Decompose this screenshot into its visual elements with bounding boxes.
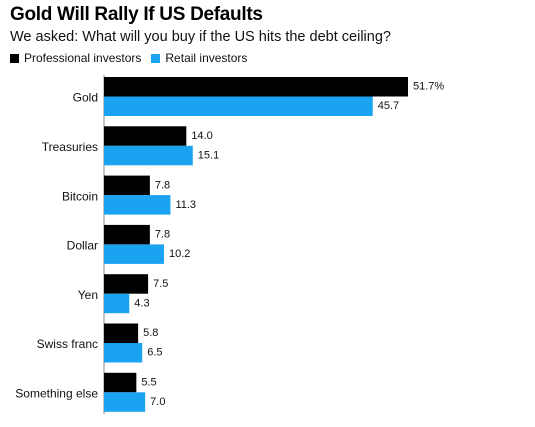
value-label-professional-treasuries: 14.0 xyxy=(191,130,212,142)
value-label-professional-dollar: 7.8 xyxy=(155,229,170,241)
bar-professional-something-else xyxy=(104,372,137,393)
legend-label-retail: Retail investors xyxy=(165,51,248,65)
category-label-dollar: Dollar xyxy=(67,239,98,253)
value-label-retail-gold: 45.7 xyxy=(378,100,399,112)
value-label-retail-swiss-franc: 6.5 xyxy=(147,347,162,359)
category-label-treasuries: Treasuries xyxy=(42,140,98,154)
bar-professional-gold xyxy=(104,77,408,97)
bar-professional-swiss-franc xyxy=(104,323,139,343)
legend-item-professional: Professional investors xyxy=(10,51,141,65)
legend-swatch-retail xyxy=(151,53,161,63)
bar-retail-something-else xyxy=(104,392,146,412)
category-label-something-else: Something else xyxy=(15,386,98,400)
legend-item-retail: Retail investors xyxy=(151,51,247,65)
bar-professional-bitcoin xyxy=(104,175,150,196)
value-label-professional-gold: 51.7% xyxy=(413,81,444,93)
chart-subtitle: We asked: What will you buy if the US hi… xyxy=(10,29,391,45)
value-label-professional-yen: 7.5 xyxy=(153,278,168,290)
bar-retail-swiss-franc xyxy=(104,343,143,363)
bar-professional-dollar xyxy=(104,224,150,245)
category-label-yen: Yen xyxy=(78,288,98,302)
bar-professional-treasuries xyxy=(104,126,187,146)
value-label-professional-swiss-franc: 5.8 xyxy=(143,327,158,339)
bar-retail-treasuries xyxy=(104,145,193,166)
category-label-bitcoin: Bitcoin xyxy=(62,189,98,203)
legend-label-professional: Professional investors xyxy=(24,51,142,65)
value-label-retail-yen: 4.3 xyxy=(134,297,149,309)
category-label-gold: Gold xyxy=(73,91,98,105)
value-label-retail-treasuries: 15.1 xyxy=(198,149,219,161)
bar-professional-yen xyxy=(104,274,149,294)
bar-retail-yen xyxy=(104,293,130,314)
chart-title: Gold Will Rally If US Defaults xyxy=(10,4,263,25)
category-label-swiss-franc: Swiss franc xyxy=(37,337,98,351)
value-label-professional-something-else: 5.5 xyxy=(141,376,156,388)
legend-swatch-professional xyxy=(10,53,19,63)
value-label-retail-bitcoin: 11.3 xyxy=(175,199,196,211)
value-label-retail-dollar: 10.2 xyxy=(169,248,190,260)
bar-retail-bitcoin xyxy=(104,195,171,215)
legend: Professional investors Retail investors xyxy=(10,51,257,65)
bar-retail-dollar xyxy=(104,244,164,264)
bar-retail-gold xyxy=(104,96,373,116)
value-label-retail-something-else: 7.0 xyxy=(150,396,165,408)
value-label-professional-bitcoin: 7.8 xyxy=(155,179,170,191)
